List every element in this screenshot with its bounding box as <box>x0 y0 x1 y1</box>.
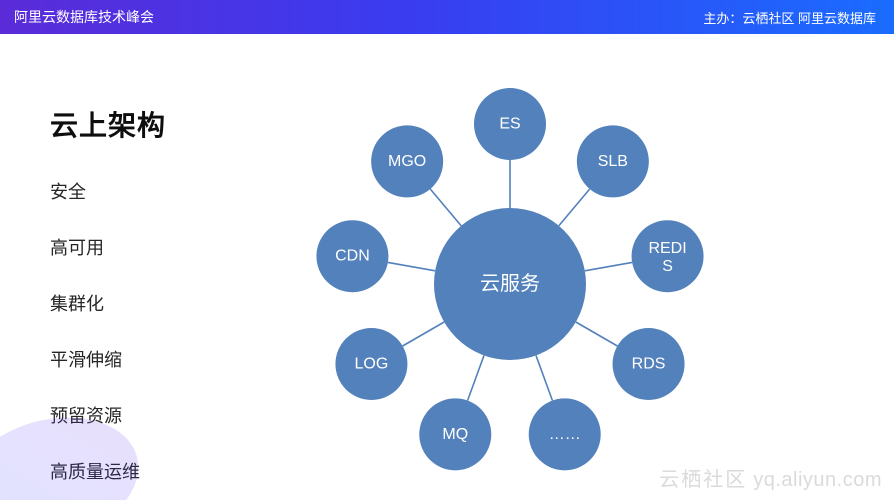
diagram-edge <box>576 322 618 346</box>
outer-node-label: ES <box>499 116 520 133</box>
sidebar-item: 平滑伸缩 <box>50 346 166 372</box>
diagram-edge <box>585 262 632 270</box>
diagram-svg: 云服务ESSLBREDISRDS……MQLOGCDNMGO <box>300 74 720 494</box>
diagram-edge <box>468 355 484 400</box>
radial-diagram: 云服务ESSLBREDISRDS……MQLOGCDNMGO <box>300 74 720 494</box>
outer-node-label: …… <box>549 426 581 443</box>
outer-node-label: RDS <box>632 356 666 373</box>
diagram-edge <box>403 322 445 346</box>
outer-node-label: MQ <box>442 426 468 443</box>
watermark-right: yq.aliyun.com <box>753 469 882 491</box>
diagram-edge <box>388 262 435 270</box>
outer-node-label: LOG <box>355 356 389 373</box>
header-bar: 阿里云数据库技术峰会 主办：云栖社区 阿里云数据库 <box>0 0 894 34</box>
sidebar-title: 云上架构 <box>50 104 166 144</box>
diagram-edge <box>430 189 461 226</box>
center-node-label: 云服务 <box>480 272 540 295</box>
content-area: 云上架构 安全高可用集群化平滑伸缩预留资源高质量运维 云服务ESSLBREDIS… <box>0 34 894 500</box>
outer-node-label: MGO <box>388 153 426 170</box>
diagram-edge <box>559 189 590 226</box>
sidebar-item: 安全 <box>50 178 166 204</box>
outer-node-label: CDN <box>335 248 370 265</box>
sidebar-item: 集群化 <box>50 290 166 316</box>
sidebar-item: 高可用 <box>50 234 166 260</box>
header-title-left: 阿里云数据库技术峰会 <box>14 7 154 27</box>
header-title-right: 主办：云栖社区 阿里云数据库 <box>703 8 876 27</box>
outer-node-label: SLB <box>598 153 628 170</box>
diagram-edge <box>536 355 552 400</box>
